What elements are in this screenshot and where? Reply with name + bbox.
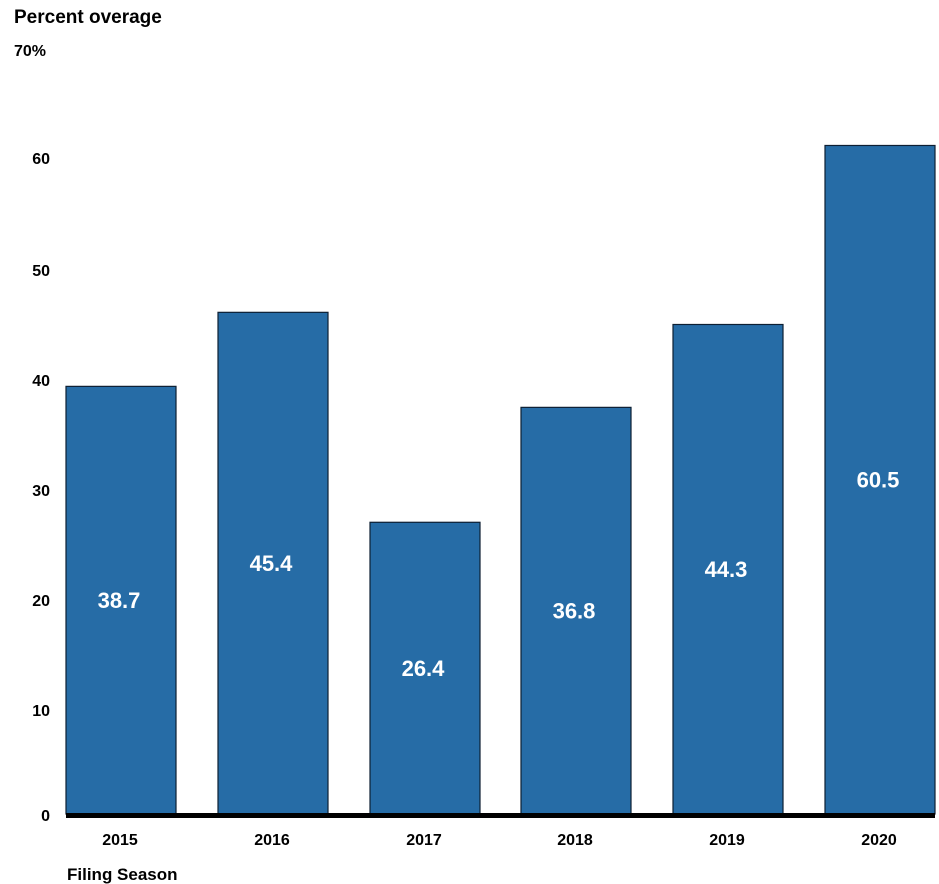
data-label-2018: 36.8 [553,599,596,624]
x-tick-label-2015: 2015 [102,832,138,849]
bar-2015 [65,385,177,815]
y-tick-label: 20 [32,593,50,610]
y-tick-label: 10 [32,703,50,720]
bar-2018 [520,406,632,815]
y-axis-ticks: 0 10 20 30 40 50 60 70% [14,43,50,825]
x-axis-ticks: 2015 2016 2017 2018 2019 2020 [102,832,897,849]
y-tick-label: 60 [32,151,50,168]
x-axis-baseline [66,813,935,818]
data-label-2020: 60.5 [857,468,900,493]
y-tick-label: 70% [14,43,46,60]
y-tick-label: 0 [41,808,50,825]
x-tick-label-2020: 2020 [861,832,897,849]
x-tick-label-2018: 2018 [557,832,593,849]
x-axis-label: Filing Season [67,865,178,884]
bar-2017 [369,521,481,815]
bar-2019 [672,323,784,815]
data-label-2019: 44.3 [705,557,748,582]
data-labels: 38.7 45.4 26.4 36.8 44.3 60.5 [98,468,900,681]
bar-2016 [217,311,329,815]
data-label-2017: 26.4 [402,656,446,681]
y-tick-label: 40 [32,373,50,390]
x-tick-label-2019: 2019 [709,832,745,849]
y-tick-label: 50 [32,263,50,280]
y-axis-label: Percent overage [14,7,162,28]
data-label-2016: 45.4 [250,551,294,576]
x-tick-label-2016: 2016 [254,832,290,849]
data-label-2015: 38.7 [98,588,141,613]
bars [65,144,936,815]
x-tick-label-2017: 2017 [406,832,442,849]
y-tick-label: 30 [32,483,50,500]
bar-2020 [824,144,936,815]
